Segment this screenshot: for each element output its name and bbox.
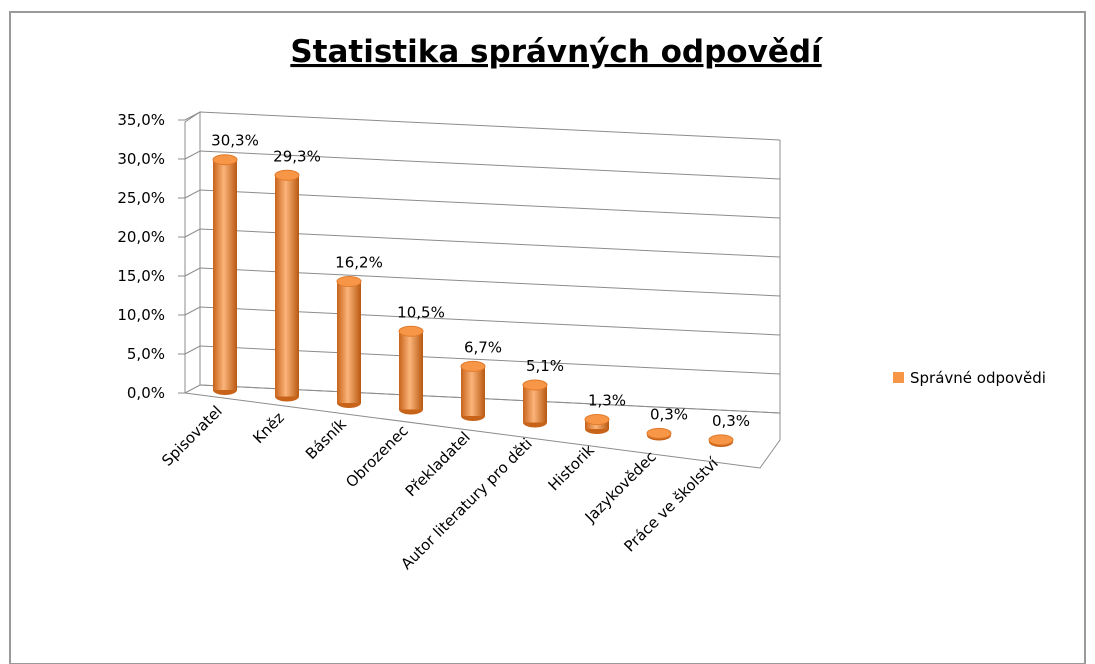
grid-line: [184, 306, 781, 336]
bar-body: [213, 159, 237, 390]
bar: [336, 276, 362, 408]
y-tick-label: 10,0%: [117, 306, 165, 324]
bar-top: [274, 169, 300, 181]
bar: [398, 325, 424, 415]
data-label: 30,3%: [211, 132, 259, 150]
bar-top: [584, 414, 610, 426]
bar-top: [336, 276, 362, 287]
y-tick-label: 30,0%: [117, 150, 165, 168]
bar-body: [399, 331, 423, 410]
legend-swatch: [893, 372, 904, 383]
bar-top: [398, 325, 424, 337]
bar-body: [275, 175, 299, 397]
y-tick-label: 5,0%: [127, 345, 165, 363]
data-label: 29,3%: [273, 147, 321, 165]
bar: [584, 414, 610, 434]
grid-line: [184, 150, 781, 180]
bar: [708, 434, 734, 447]
side-wall: [184, 111, 201, 393]
y-tick-label: 25,0%: [117, 189, 165, 207]
bar-top: [460, 360, 486, 372]
bar: [460, 360, 486, 421]
grid-line: [184, 111, 781, 141]
chart-border: [9, 11, 1086, 664]
grid-line: [184, 228, 781, 258]
bar: [646, 427, 672, 441]
chart-title: Statistika správných odpovědí: [290, 34, 823, 70]
data-label: 0,3%: [712, 412, 750, 430]
bar-body: [523, 385, 547, 423]
legend-label: Správné odpovědi: [910, 369, 1046, 387]
y-tick-label: 0,0%: [127, 384, 165, 402]
grid-line: [184, 345, 781, 375]
bar: [212, 154, 238, 395]
bar-top: [708, 434, 734, 446]
grid-line: [184, 267, 781, 297]
bar-top: [212, 154, 238, 166]
grid-line: [184, 384, 781, 414]
data-label: 0,3%: [650, 405, 688, 423]
bar: [522, 379, 548, 428]
bar-top: [522, 379, 548, 391]
data-label: 5,1%: [526, 357, 564, 375]
grid-line: [184, 189, 781, 219]
bar-top: [646, 427, 672, 439]
bar: [274, 169, 300, 402]
y-tick-label: 35,0%: [117, 111, 165, 129]
data-label: 16,2%: [335, 254, 383, 272]
bar-body: [337, 281, 361, 403]
data-label: 1,3%: [588, 392, 626, 410]
bar-body: [461, 366, 485, 416]
y-tick-label: 15,0%: [117, 267, 165, 285]
data-label: 6,7%: [464, 338, 502, 356]
data-label: 10,5%: [397, 303, 445, 321]
y-tick-label: 20,0%: [117, 228, 165, 246]
